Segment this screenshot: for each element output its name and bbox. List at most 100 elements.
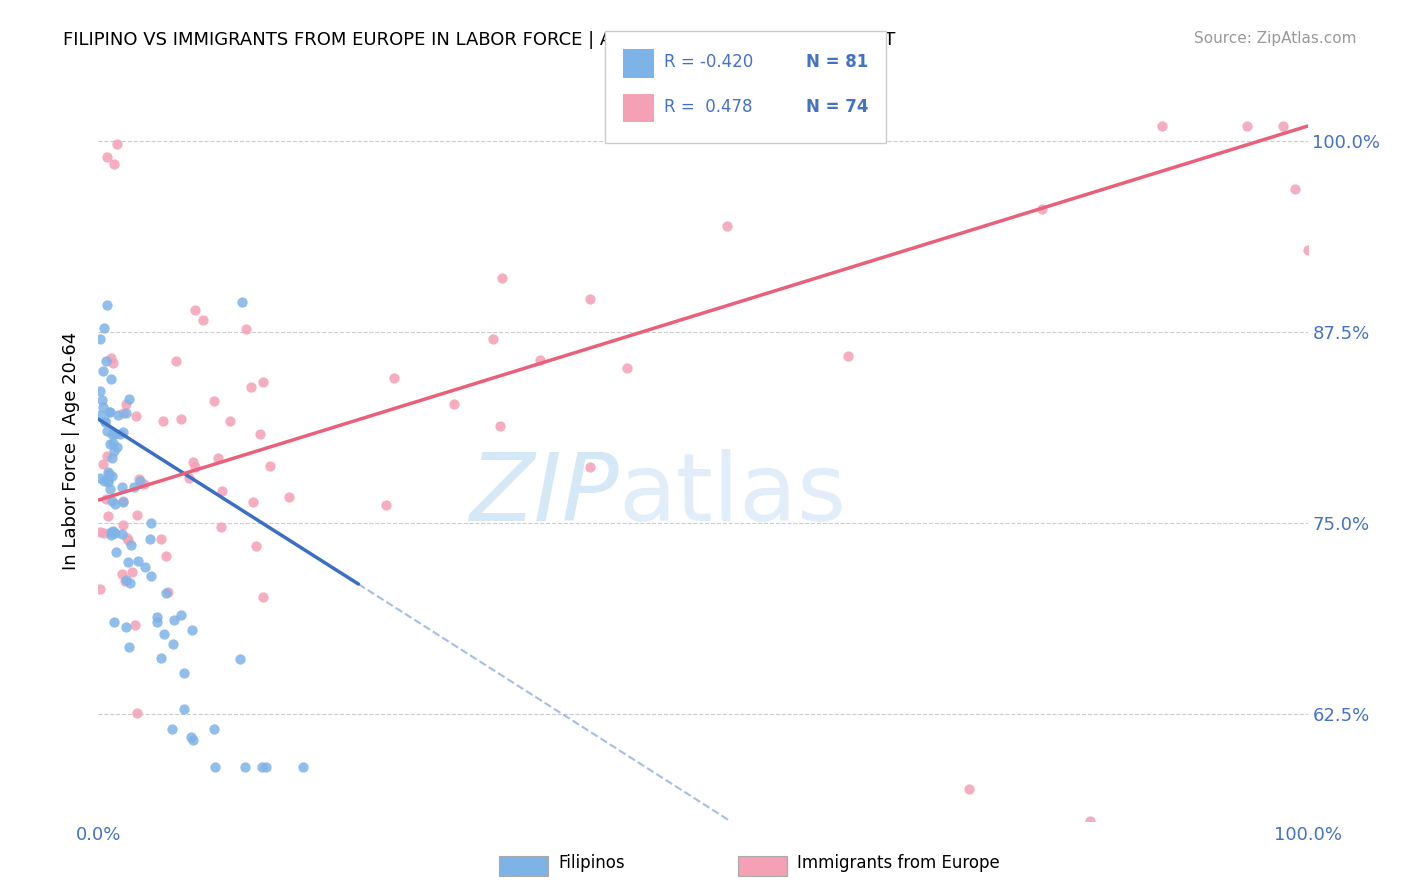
Point xyxy=(252,591,274,605)
Point xyxy=(100,426,122,441)
Text: Immigrants from Europe: Immigrants from Europe xyxy=(797,855,1000,872)
Point xyxy=(120,575,142,590)
Point xyxy=(132,477,155,491)
Point xyxy=(94,491,117,506)
Point xyxy=(837,349,859,363)
Point xyxy=(278,490,301,504)
Point xyxy=(233,760,256,774)
Text: R =  0.478: R = 0.478 xyxy=(664,98,752,116)
Point xyxy=(114,574,136,588)
Point xyxy=(93,321,115,335)
Point xyxy=(96,424,118,438)
Point xyxy=(245,540,267,554)
Point xyxy=(124,409,146,423)
Point xyxy=(115,406,138,420)
Point xyxy=(240,380,263,394)
Point xyxy=(115,397,138,411)
Point xyxy=(1284,182,1306,196)
Point xyxy=(231,294,253,309)
Point xyxy=(104,427,127,442)
Point xyxy=(152,414,174,428)
Point xyxy=(98,405,121,419)
Point xyxy=(184,303,207,318)
Point xyxy=(100,528,122,542)
Point xyxy=(259,458,281,473)
Point xyxy=(111,566,134,581)
Point xyxy=(89,384,111,399)
Text: N = 74: N = 74 xyxy=(806,98,868,116)
Point xyxy=(482,333,505,347)
Point xyxy=(173,666,195,681)
Point xyxy=(103,615,125,629)
Point xyxy=(97,404,120,418)
Point xyxy=(101,356,124,370)
Point xyxy=(111,526,134,541)
Point xyxy=(202,722,225,736)
Point xyxy=(101,524,124,539)
Point xyxy=(89,524,111,539)
Point xyxy=(103,157,125,171)
Point xyxy=(162,636,184,650)
Point xyxy=(957,781,980,796)
Point xyxy=(155,549,177,563)
Point xyxy=(616,361,638,376)
Point xyxy=(579,293,602,307)
Point xyxy=(103,525,125,540)
Point xyxy=(211,520,233,534)
Point xyxy=(111,517,134,532)
Point xyxy=(157,584,180,599)
Point xyxy=(170,412,193,426)
Point xyxy=(193,312,215,326)
Point xyxy=(1296,243,1319,257)
Point xyxy=(115,620,138,634)
Point xyxy=(96,449,118,463)
Point xyxy=(118,392,141,406)
Point xyxy=(235,322,257,336)
Point xyxy=(105,440,128,454)
Point xyxy=(98,482,121,496)
Point xyxy=(97,467,120,482)
Point xyxy=(128,472,150,486)
Point xyxy=(94,354,117,368)
Point xyxy=(375,498,398,512)
Text: ZIP: ZIP xyxy=(468,450,619,541)
Point xyxy=(134,559,156,574)
Point xyxy=(716,219,738,233)
Text: Source: ZipAtlas.com: Source: ZipAtlas.com xyxy=(1194,31,1357,46)
Point xyxy=(90,392,112,407)
Point xyxy=(110,427,132,442)
Point xyxy=(146,615,169,629)
Point xyxy=(491,271,513,285)
Text: FILIPINO VS IMMIGRANTS FROM EUROPE IN LABOR FORCE | AGE 20-64 CORRELATION CHART: FILIPINO VS IMMIGRANTS FROM EUROPE IN LA… xyxy=(63,31,896,49)
Point xyxy=(117,533,139,547)
Point xyxy=(125,508,148,522)
Point xyxy=(1236,119,1258,133)
Point xyxy=(155,586,177,600)
Point xyxy=(382,371,405,385)
Point xyxy=(252,760,274,774)
Point xyxy=(181,732,204,747)
Y-axis label: In Labor Force | Age 20-64: In Labor Force | Age 20-64 xyxy=(62,331,80,570)
Text: R = -0.420: R = -0.420 xyxy=(664,54,752,71)
Point xyxy=(122,480,145,494)
Point xyxy=(101,435,124,450)
Point xyxy=(97,473,120,487)
Point xyxy=(94,414,117,428)
Text: N = 81: N = 81 xyxy=(806,54,868,71)
Point xyxy=(229,652,252,666)
Point xyxy=(93,526,115,541)
Point xyxy=(98,437,121,451)
Point xyxy=(207,450,229,465)
Point xyxy=(91,401,114,415)
Point xyxy=(97,475,120,490)
Point xyxy=(89,332,111,346)
Point xyxy=(120,538,142,552)
Point xyxy=(184,459,207,474)
Point xyxy=(180,730,202,744)
Point xyxy=(101,493,124,508)
Point xyxy=(128,474,150,488)
Point xyxy=(252,375,274,389)
Point xyxy=(112,493,135,508)
Point xyxy=(578,459,600,474)
Point xyxy=(124,618,146,632)
